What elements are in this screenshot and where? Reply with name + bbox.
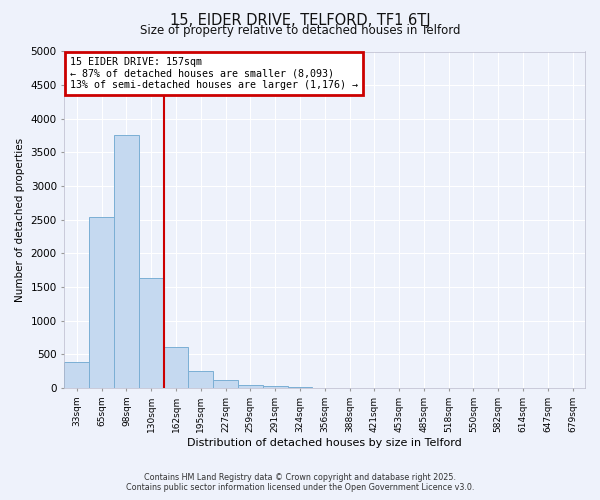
Text: 15 EIDER DRIVE: 157sqm
← 87% of detached houses are smaller (8,093)
13% of semi-: 15 EIDER DRIVE: 157sqm ← 87% of detached…: [70, 56, 358, 90]
Text: 15, EIDER DRIVE, TELFORD, TF1 6TJ: 15, EIDER DRIVE, TELFORD, TF1 6TJ: [170, 12, 430, 28]
X-axis label: Distribution of detached houses by size in Telford: Distribution of detached houses by size …: [187, 438, 462, 448]
Bar: [114, 135, 139, 388]
Text: Contains HM Land Registry data © Crown copyright and database right 2025.
Contai: Contains HM Land Registry data © Crown c…: [126, 473, 474, 492]
Bar: [188, 371, 213, 388]
Bar: [263, 386, 287, 388]
Text: Size of property relative to detached houses in Telford: Size of property relative to detached ho…: [140, 24, 460, 37]
Bar: [213, 380, 238, 388]
Y-axis label: Number of detached properties: Number of detached properties: [15, 138, 25, 302]
Bar: [64, 362, 89, 388]
Bar: [238, 384, 263, 388]
Bar: [89, 217, 114, 388]
Bar: [164, 347, 188, 388]
Bar: [139, 278, 164, 388]
